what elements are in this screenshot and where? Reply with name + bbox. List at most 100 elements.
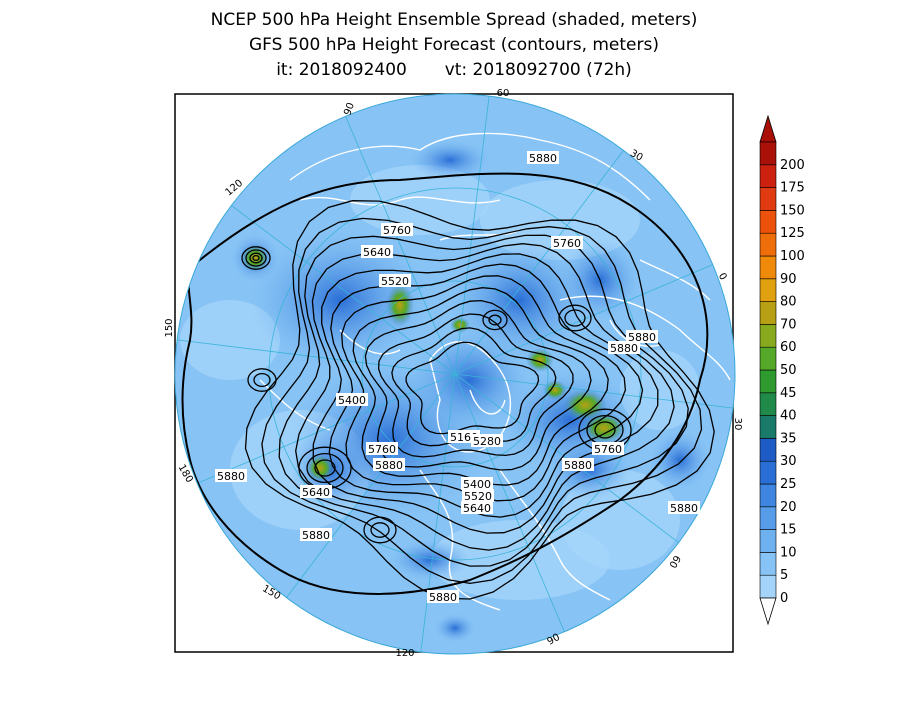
closed-contour [488,314,502,326]
contour-value-label: 5400 [463,478,491,491]
colorbar-tick-label: 175 [780,181,805,196]
colorbar-tick-label: 125 [780,226,805,241]
contour-value-label: 5520 [464,490,492,503]
contour-line [377,313,574,458]
colorbar-tick-label: 200 [780,158,805,173]
contour-label-background [668,501,700,514]
colorbar-swatch [759,278,777,302]
contour-value-label: 5280 [473,435,501,448]
coastline [299,196,501,206]
colorbar-tick-label: 20 [780,500,797,515]
contour-label-background [461,501,493,514]
colorbar-swatch [759,324,777,348]
colorbar-tick-label: 60 [780,340,797,355]
meridian-line [197,373,456,484]
longitude-label: 60 [497,88,510,99]
longitude-label: 150 [164,318,175,337]
colorbar-swatch [759,232,777,257]
colorbar: 0 5 10 15 20 25 30 35 40 45 50 60 70 80 90 100 125 150 175… [759,114,805,626]
colorbar-swatch [759,506,777,530]
colorbar-tick-label: 150 [780,203,805,218]
coastline [289,132,651,201]
high-spread-area [450,317,470,333]
colorbar-tick-label: 45 [780,386,797,401]
contour-value-label: 5880 [670,502,698,515]
contour-label-background [373,458,405,471]
contour-value-label: 5760 [383,224,411,237]
contour-label-background [471,434,503,447]
contour-value-label: 5520 [381,275,409,288]
colorbar-swatch [759,187,777,211]
colorbar-max-arrow [759,114,777,143]
colorbar-tick-label: 90 [780,272,797,287]
contour-value-label: 5640 [302,486,330,499]
title-block: NCEP 500 hPa Height Ensemble Spread (sha… [0,8,908,83]
contour-value-label: 5760 [594,443,622,456]
high-spread-area [543,380,567,400]
colorbar-tick-label: 5 [780,568,788,583]
closed-contour [314,459,336,477]
colorbar-tick-label: 10 [780,545,797,560]
contour-label-background [551,236,583,249]
colorbar-swatch [759,415,777,439]
closed-contour [370,522,390,538]
colorbar-swatch [759,346,777,371]
contour-line [391,327,557,447]
closed-contour [558,304,592,332]
contour-line [341,275,627,502]
contour-value-label: 5880 [529,152,557,165]
meridian-line [454,264,713,375]
contour-value-label: 5760 [553,237,581,250]
contour-value-label: 5880 [375,459,403,472]
contour-label-background [379,274,411,287]
contour-value-label: 5880 [429,591,457,604]
contour-line [312,253,659,534]
closed-contour [482,309,508,331]
contour-label-background [300,528,332,541]
moderate-spread-area [410,140,490,180]
contour-label-background [427,590,459,603]
valid-time: vt: 2018092700 (72h) [444,60,632,80]
colorbar-swatch [759,438,777,462]
colorbar-swatch [759,210,777,234]
closed-contour [247,368,277,392]
coastline [639,259,711,301]
contour-label-background [361,245,393,258]
contour-label-background [336,393,368,406]
longitude-label: 0 [716,271,729,282]
meridian-line [177,339,456,375]
contour-value-label: 5880 [628,331,656,344]
meridian-line [345,116,456,375]
meridian-line [454,96,490,375]
spread-shading [175,94,735,654]
contour-value-label: 5640 [463,502,491,515]
moderate-spread-area [410,330,530,430]
contour-value-label: 5640 [363,246,391,259]
contour-line [352,287,609,486]
closed-contour [253,372,271,388]
contour-line [261,217,703,585]
colorbar-tick-label: 70 [780,317,797,332]
contour-value-label: 5880 [217,470,245,483]
title-line-2: GFS 500 hPa Height Forecast (contours, m… [249,35,659,55]
init-time: it: 2018092400 [276,60,407,80]
latitude-circle [268,187,642,561]
colorbar-swatch [759,255,777,280]
colorbar-tick-label: 80 [780,295,797,310]
closed-contour [363,516,397,544]
closed-contour [241,246,271,270]
contour-label-background [592,442,624,455]
title-line-1: NCEP 500 hPa Height Ensemble Spread (sha… [210,10,698,30]
contour-line [295,243,675,551]
latitude-circle [361,280,549,468]
contour-value-label: 5880 [564,459,592,472]
closed-contour [249,252,263,264]
high-spread-area [306,454,334,482]
colorbar-tick-label: 30 [780,454,797,469]
contour-line [181,172,709,595]
colorbar-swatch [759,529,777,553]
closed-contour [594,421,616,439]
contour-label-background [608,341,640,354]
height-contours [181,172,715,600]
colorbar-swatch [759,460,777,485]
